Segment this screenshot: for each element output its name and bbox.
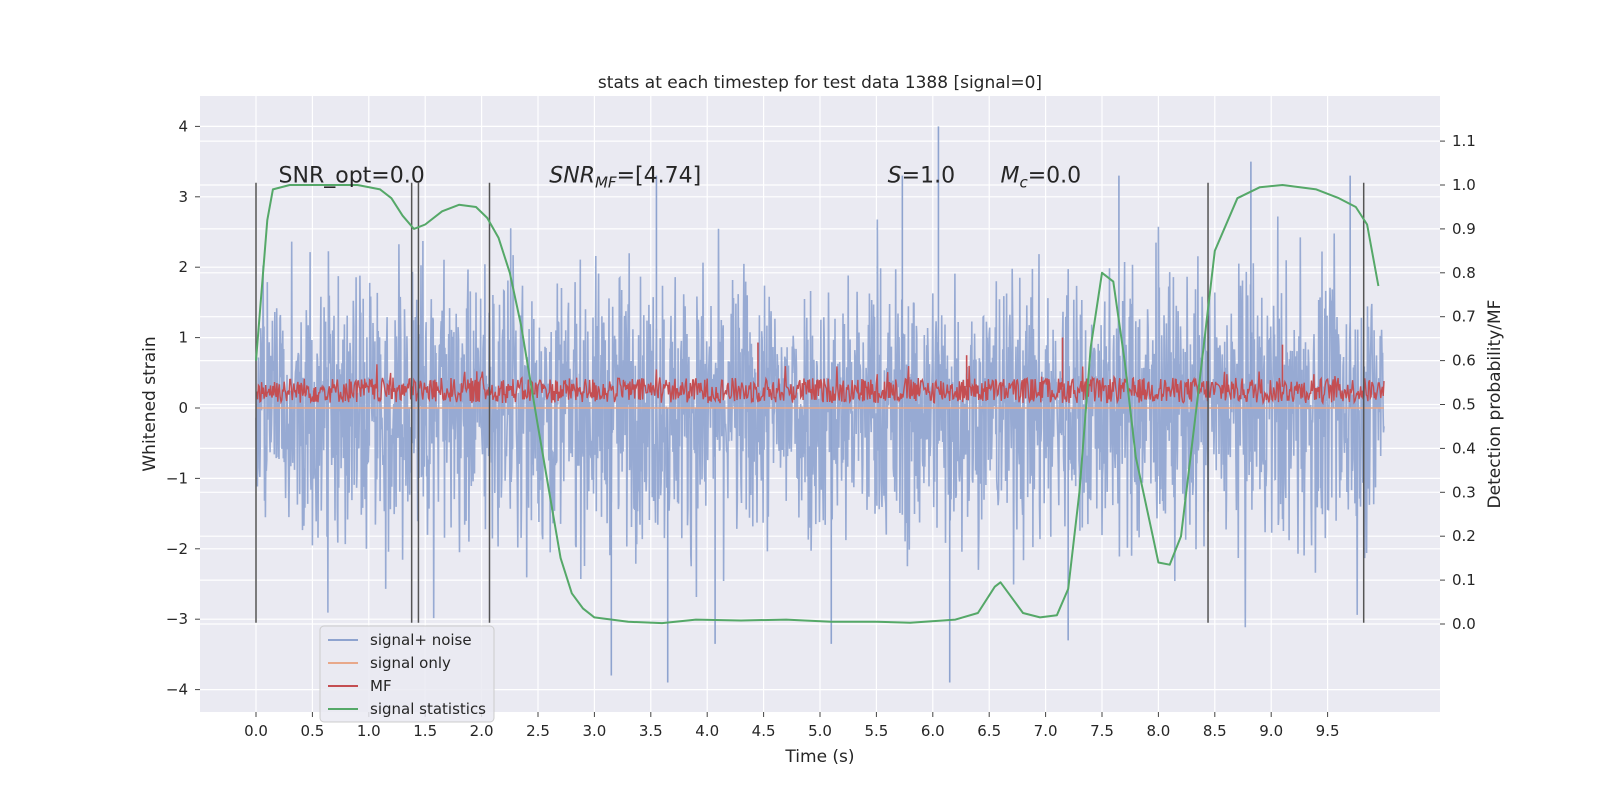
x-tick-label: 7.5	[1090, 722, 1114, 740]
y-right-tick-label: 0.9	[1452, 220, 1476, 238]
x-tick-label: 6.5	[977, 722, 1001, 740]
y-right-tick-label: 1.0	[1452, 176, 1476, 194]
x-tick-label: 4.5	[752, 722, 776, 740]
x-tick-label: 9.0	[1259, 722, 1283, 740]
series-signal-noise	[255, 126, 1385, 683]
y-tick-label: −3	[166, 610, 188, 628]
x-tick-label: 2.5	[526, 722, 550, 740]
annotation-2: S=1.0	[888, 164, 955, 189]
x-tick-label: 0.5	[300, 722, 324, 740]
legend: signal+ noise signal only MF signal stat…	[319, 625, 495, 723]
legend-box	[319, 625, 495, 723]
y-tick-label: −4	[166, 681, 188, 699]
x-tick-label: 1.0	[357, 722, 381, 740]
x-tick-label: 8.0	[1146, 722, 1170, 740]
y-tick-label: −1	[166, 469, 188, 487]
annotation-1: SNRMF=[4.74]	[549, 164, 701, 192]
vertical-lines	[255, 182, 1365, 623]
y-right-axis-label: Detection probability/MF	[1485, 300, 1505, 509]
y-right-tick-label: 0.8	[1452, 264, 1476, 282]
legend-label-mf: MF	[370, 677, 392, 695]
axes: 0.0 0.5 1.0 1.5 2.0 2.5 3.0 3.5 4.0 4.5 5.0 5.5 6.0 6…	[166, 117, 1476, 740]
legend-label-signal-statistics: signal statistics	[370, 700, 486, 718]
y-tick-label: 2	[178, 258, 188, 276]
series-signal-statistics	[255, 184, 1380, 625]
chart-title: stats at each timestep for test data 138…	[598, 73, 1042, 93]
x-tick-label: 2.0	[470, 722, 494, 740]
x-tick-label: 5.5	[864, 722, 888, 740]
mf-line	[255, 364, 1385, 406]
x-tick-label: 6.0	[921, 722, 945, 740]
x-tick-label: 8.5	[1203, 722, 1227, 740]
y-right-tick-label: 0.0	[1452, 615, 1476, 633]
y-right-tick-label: 0.5	[1452, 396, 1476, 414]
annotations: SNR_opt=0.0 SNRMF=[4.74] S=1.0 Mc=0.0	[279, 164, 1082, 192]
y-right-tick-label: 0.6	[1452, 352, 1476, 370]
signal-noise-line	[255, 216, 1385, 628]
x-tick-label: 5.0	[808, 722, 832, 740]
x-tick-label: 3.0	[582, 722, 606, 740]
x-tick-label: 1.5	[413, 722, 437, 740]
annotation-0: SNR_opt=0.0	[279, 164, 425, 189]
y-tick-label: 3	[178, 188, 188, 206]
x-tick-label: 9.5	[1316, 722, 1340, 740]
y-right-tick-label: 0.7	[1452, 308, 1476, 326]
y-axis-label: Whitened strain	[140, 336, 160, 471]
annotation-3: Mc=0.0	[1000, 164, 1081, 192]
y-right-tick-label: 0.2	[1452, 527, 1476, 545]
y-right-tick-label: 0.4	[1452, 439, 1476, 457]
y-tick-label: −2	[166, 540, 188, 558]
x-tick-label: 7.0	[1034, 722, 1058, 740]
y-right-tick-label: 0.1	[1452, 571, 1476, 589]
y-right-tick-label: 1.1	[1452, 132, 1476, 150]
x-tick-label: 3.5	[639, 722, 663, 740]
y-tick-label: 0	[178, 399, 188, 417]
legend-label-signal-only: signal only	[370, 654, 451, 672]
x-tick-label: 0.0	[244, 722, 268, 740]
y-tick-label: 1	[178, 329, 188, 347]
legend-label-signal-noise: signal+ noise	[370, 631, 472, 649]
x-axis-label: Time (s)	[784, 747, 854, 767]
signal-statistics-line	[255, 184, 1380, 625]
y-tick-label: 4	[178, 117, 188, 135]
y-right-tick-label: 0.3	[1452, 483, 1476, 501]
series-mf	[255, 337, 1385, 406]
x-tick-label: 4.0	[695, 722, 719, 740]
